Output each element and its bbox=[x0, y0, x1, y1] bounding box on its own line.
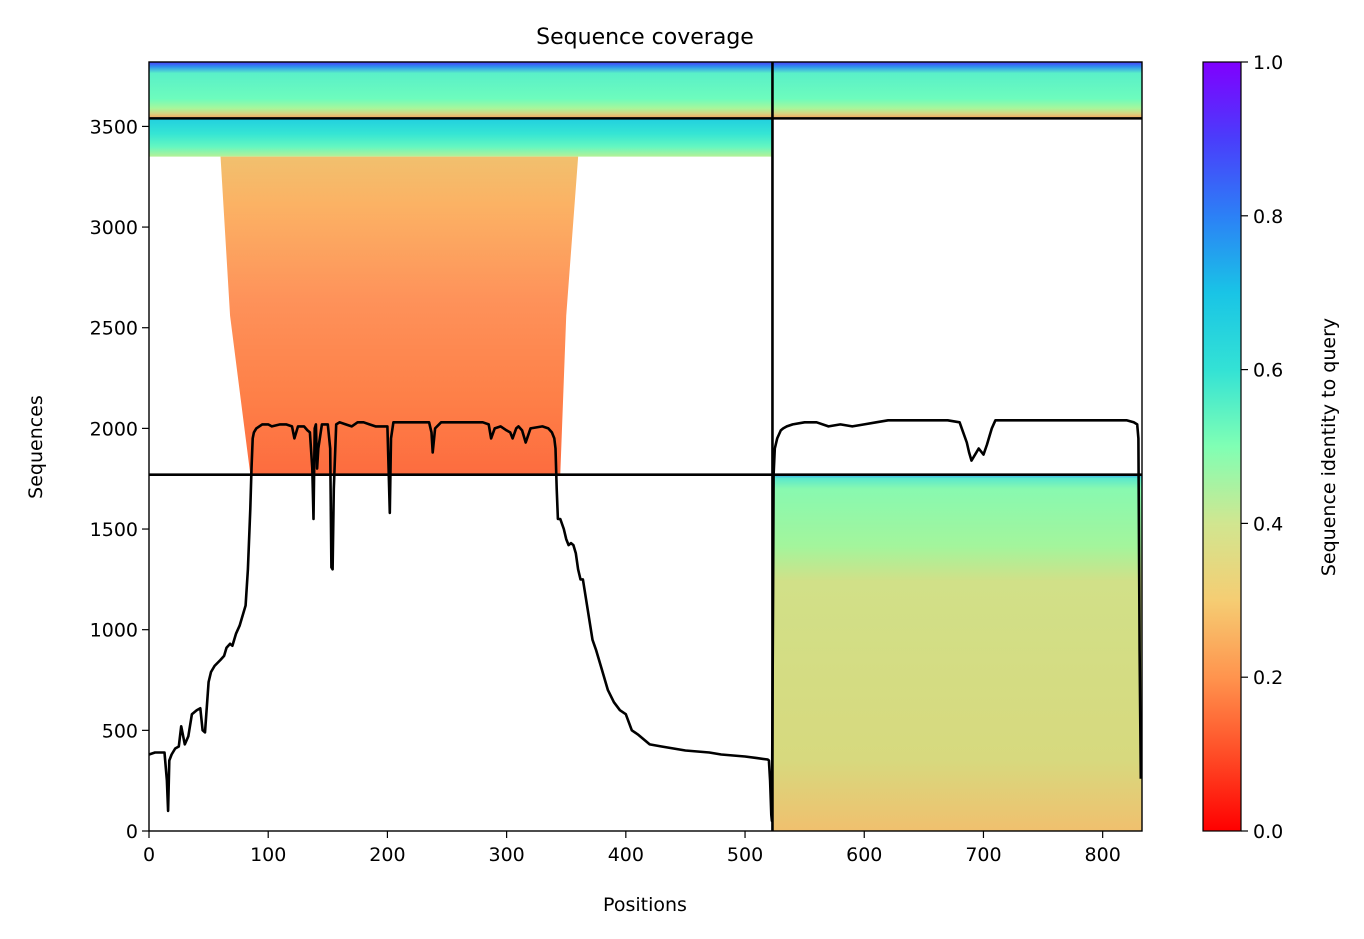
x-tick-label: 600 bbox=[846, 844, 882, 866]
y-axis: 0 500 1000 1500 2000 2500 3000 3500 bbox=[90, 116, 149, 843]
x-axis-title: Positions bbox=[603, 894, 687, 916]
y-tick-label: 2500 bbox=[90, 318, 138, 340]
colorbar-axis: 0.0 0.2 0.4 0.6 0.8 1.0 bbox=[1241, 52, 1283, 843]
y-tick-label: 1500 bbox=[90, 519, 138, 541]
colorbar-tick-label: 0.6 bbox=[1253, 360, 1283, 382]
x-tick-label: 500 bbox=[727, 844, 763, 866]
y-tick-label: 0 bbox=[126, 821, 138, 843]
colorbar-tick-label: 0.0 bbox=[1253, 821, 1283, 843]
y-tick-label: 3000 bbox=[90, 217, 138, 239]
x-tick-label: 700 bbox=[965, 844, 1001, 866]
x-tick-label: 300 bbox=[488, 844, 524, 866]
heatmap-block-both-segments bbox=[149, 62, 1142, 119]
y-tick-label: 1000 bbox=[90, 620, 138, 642]
colorbar-tick-label: 1.0 bbox=[1253, 52, 1283, 74]
x-tick-label: 200 bbox=[369, 844, 405, 866]
heatmap-block-segment-2-only bbox=[772, 474, 1142, 831]
heatmap-block-segment-1-high-identity bbox=[149, 118, 773, 157]
x-tick-label: 0 bbox=[143, 844, 155, 866]
x-tick-label: 100 bbox=[250, 844, 286, 866]
colorbar-tick-label: 0.2 bbox=[1253, 667, 1283, 689]
coverage-line bbox=[149, 419, 1142, 823]
colorbar-tick-label: 0.4 bbox=[1253, 513, 1283, 535]
y-tick-label: 3500 bbox=[90, 116, 138, 138]
colorbar bbox=[1202, 61, 1242, 832]
y-tick-label: 2000 bbox=[90, 418, 138, 440]
x-tick-label: 400 bbox=[608, 844, 644, 866]
y-axis-title: Sequences bbox=[25, 395, 47, 499]
plot-frame bbox=[148, 61, 1143, 832]
x-axis: 0 100 200 300 400 500 600 700 800 bbox=[143, 831, 1121, 866]
chart-title: Sequence coverage bbox=[536, 25, 754, 50]
heatmap-block-segment-1-only bbox=[220, 156, 579, 475]
colorbar-tick-label: 0.8 bbox=[1253, 206, 1283, 228]
colorbar-title: Sequence identity to query bbox=[1318, 318, 1340, 576]
x-tick-label: 800 bbox=[1085, 844, 1121, 866]
coverage-heatmap bbox=[149, 62, 1142, 831]
y-tick-label: 500 bbox=[102, 720, 138, 742]
